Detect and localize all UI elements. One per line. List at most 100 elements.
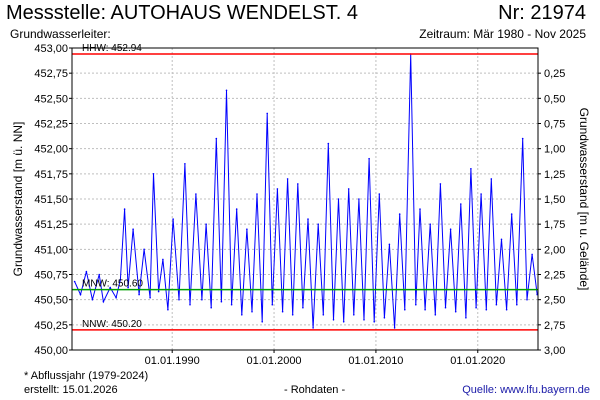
data-point xyxy=(162,258,164,261)
data-point xyxy=(184,163,186,165)
data-point xyxy=(132,228,134,230)
data-point xyxy=(327,142,330,145)
left-tick-label: 450,25 xyxy=(34,320,68,332)
data-point xyxy=(460,203,462,205)
left-tick-label: 450,75 xyxy=(34,270,68,282)
data-point xyxy=(115,296,117,299)
left-tick-label: 450,00 xyxy=(34,345,68,357)
data-point xyxy=(500,238,503,241)
data-point xyxy=(490,178,493,180)
left-tick-label: 450,50 xyxy=(34,295,68,307)
data-point xyxy=(521,137,524,140)
data-point xyxy=(225,89,228,92)
source-link[interactable]: Quelle: www.lfu.bayern.de xyxy=(462,384,590,396)
data-point xyxy=(415,303,417,306)
right-tick-label: 3,00 xyxy=(544,345,565,357)
right-tick-label: 1,75 xyxy=(544,219,565,231)
data-point xyxy=(220,300,223,303)
created-date: erstellt: 15.01.2026 xyxy=(24,384,118,396)
data-point xyxy=(322,314,325,316)
grid xyxy=(72,47,538,351)
data-point xyxy=(404,308,406,311)
data-point xyxy=(123,208,126,210)
data-point xyxy=(271,303,274,306)
data-point xyxy=(235,208,238,210)
y-axis-label-left: Grundwasserstand [m ü. NN] xyxy=(11,122,25,277)
data-point xyxy=(332,319,335,321)
data-point xyxy=(302,306,304,309)
data-point xyxy=(109,286,111,289)
data-point xyxy=(261,321,264,323)
right-tick-label: 0,25 xyxy=(544,68,565,80)
nnw-label: NNW: 450.20 xyxy=(82,319,142,330)
data-point xyxy=(393,327,396,329)
data-point xyxy=(178,298,180,301)
data-point xyxy=(256,193,258,195)
left-tick-label: 452,50 xyxy=(34,93,68,105)
data-point xyxy=(317,223,320,225)
left-tick-label: 451,50 xyxy=(34,194,68,206)
data-point xyxy=(149,296,151,299)
data-point xyxy=(434,314,437,316)
left-tick-label: 452,75 xyxy=(34,68,68,80)
x-tick-label: 01.01.2020 xyxy=(450,355,505,367)
data-point xyxy=(138,293,140,296)
x-tick-label: 01.01.2010 xyxy=(348,355,403,367)
series-line xyxy=(74,53,538,328)
data-point xyxy=(429,223,432,225)
series-layer xyxy=(73,53,538,329)
hhw-label: HHW: 452.94 xyxy=(82,43,142,54)
data-point xyxy=(480,193,482,195)
data-point xyxy=(205,223,207,225)
data-point xyxy=(276,188,279,190)
data-point xyxy=(85,270,88,273)
data-point xyxy=(337,198,340,200)
data-point xyxy=(167,308,169,311)
data-point xyxy=(373,321,376,323)
data-point xyxy=(297,183,299,185)
data-point xyxy=(266,112,269,115)
x-axis-ticks: 01.01.1990 01.01.2000 01.01.2010 01.01.2020 xyxy=(145,350,505,367)
left-tick-label: 452,00 xyxy=(34,144,68,156)
data-point xyxy=(439,183,442,185)
data-point xyxy=(347,188,350,190)
data-point xyxy=(353,314,355,316)
data-point xyxy=(510,213,513,215)
data-point xyxy=(312,327,314,329)
left-tick-label: 451,25 xyxy=(34,219,68,231)
data-point xyxy=(157,290,160,293)
right-tick-label: 1,50 xyxy=(544,194,565,206)
x-tick-label: 01.01.2000 xyxy=(247,355,302,367)
data-point xyxy=(127,286,129,289)
data-point xyxy=(424,308,426,311)
data-point xyxy=(172,218,174,220)
data-point xyxy=(465,317,467,319)
y-axis-label-right: Grundwasserstand [m u. Gelände] xyxy=(577,108,591,291)
left-tick-label: 451,00 xyxy=(34,244,68,256)
right-tick-label: 2,75 xyxy=(544,320,565,332)
right-tick-label: 0,75 xyxy=(544,119,565,131)
data-point xyxy=(388,243,391,246)
data-point xyxy=(251,310,253,313)
data-point xyxy=(195,193,197,195)
left-tick-label: 452,25 xyxy=(34,119,68,131)
station-number: Nr: 21974 xyxy=(498,2,586,24)
data-point xyxy=(363,319,365,321)
data-point xyxy=(241,314,243,316)
station-title: Messstelle: AUTOHAUS WENDELST. 4 xyxy=(6,2,358,24)
data-point xyxy=(505,308,508,311)
rawdata-label: - Rohdaten - xyxy=(284,384,346,396)
data-point xyxy=(230,303,233,306)
data-point xyxy=(342,321,345,323)
left-axis-ticks: 450,00 450,25 450,50 450,75 451,00 451,25 451,… xyxy=(34,43,72,357)
left-tick-label: 453,00 xyxy=(34,43,68,55)
data-point xyxy=(98,273,100,276)
right-tick-label: 2,50 xyxy=(544,295,565,307)
reference-lines: HHW: 452.94 MNW: 450.60 NNW: 450.20 xyxy=(72,43,538,331)
data-point xyxy=(398,213,401,215)
footnote: * Abflussjahr (1979-2024) xyxy=(24,370,149,382)
data-point xyxy=(485,308,488,311)
data-point xyxy=(368,157,370,160)
left-tick-label: 451,75 xyxy=(34,169,68,181)
